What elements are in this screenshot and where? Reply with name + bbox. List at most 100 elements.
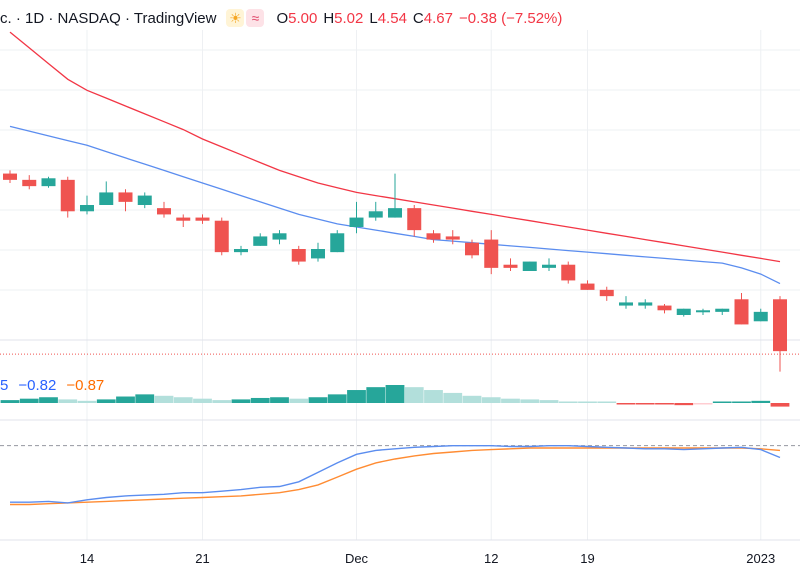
- candle: [330, 230, 345, 253]
- candle: [41, 176, 56, 188]
- candle: [484, 230, 499, 275]
- candle: [522, 261, 537, 271]
- macd-histogram-bar: [289, 398, 309, 403]
- sun-cloud-icon[interactable]: ☀: [226, 9, 245, 27]
- macd-histogram-bar: [385, 385, 405, 403]
- candle: [22, 175, 37, 190]
- macd-histogram-bar: [308, 397, 328, 403]
- macd-histogram-bar: [39, 397, 58, 403]
- macd-histogram-bar: [404, 387, 424, 403]
- close-value: 4.67: [423, 9, 453, 27]
- signal-line: [10, 447, 781, 506]
- macd-value: −0.82: [18, 377, 57, 394]
- candle: [349, 201, 364, 234]
- wave-icon[interactable]: ≈: [246, 9, 265, 27]
- candle-body: [561, 264, 576, 281]
- candle: [311, 242, 325, 262]
- candle: [638, 299, 653, 309]
- candle-body: [522, 261, 537, 271]
- candle-body: [676, 308, 691, 315]
- macd-histogram-bar: [96, 399, 116, 403]
- candle-body: [599, 289, 614, 297]
- macd-histogram-bar: [635, 403, 655, 405]
- candle-body: [41, 178, 56, 187]
- candle-body: [734, 299, 749, 325]
- candle: [580, 280, 595, 290]
- candle: [195, 214, 210, 224]
- ohlc-values: O5.00 H5.02 L4.54 C4.67 −0.38 (−7.52%): [276, 9, 563, 27]
- candle: [291, 245, 306, 265]
- candle: [137, 192, 152, 209]
- macd-histogram-bar: [366, 387, 386, 403]
- candle-body: [311, 249, 325, 259]
- grid-lines: [0, 30, 800, 541]
- time-axis-label: 19: [580, 551, 594, 566]
- low-value: 4.54: [377, 9, 407, 27]
- candle-body: [330, 233, 345, 253]
- candle-body: [484, 239, 499, 268]
- macd-pane: [0, 385, 800, 506]
- candle-body: [137, 195, 152, 205]
- candle-body: [445, 236, 460, 240]
- macd-histogram-bar: [674, 403, 694, 406]
- candle: [407, 205, 422, 237]
- macd-histogram-bar: [558, 401, 578, 403]
- symbol-title[interactable]: c. · 1D · NASDAQ · TradingView: [0, 9, 217, 27]
- time-axis: 14 21 Dec 12 19 2023: [80, 551, 775, 566]
- macd-histogram-bar: [712, 401, 732, 403]
- macd-histogram-bar: [154, 395, 174, 403]
- candle-body: [407, 208, 422, 231]
- candle-body: [118, 192, 133, 202]
- candle: [176, 214, 191, 227]
- time-axis-label: 12: [484, 551, 498, 566]
- moving-average-long-line: [9, 31, 781, 263]
- macd-histogram-bar: [616, 403, 636, 405]
- macd-histogram-bar: [424, 390, 443, 403]
- candle-body: [80, 205, 94, 212]
- macd-histogram-bar: [327, 394, 347, 403]
- candle-body: [176, 217, 191, 221]
- macd-histogram-bar: [751, 400, 771, 403]
- time-axis-label: 14: [80, 551, 94, 566]
- candle-body: [368, 211, 383, 218]
- candle-body: [195, 217, 210, 221]
- candle-body: [715, 308, 730, 312]
- candle: [157, 201, 171, 218]
- macd-histogram-bar: [501, 398, 520, 403]
- macd-histogram-bar: [116, 396, 135, 403]
- macd-histogram-bar: [231, 399, 251, 403]
- time-axis-label: Dec: [345, 551, 369, 566]
- high-value: 5.02: [334, 9, 364, 27]
- candle-body: [388, 208, 402, 218]
- signal-value: −0.87: [66, 377, 105, 394]
- candle: [676, 308, 691, 317]
- candle: [657, 304, 672, 314]
- candle: [272, 230, 287, 245]
- candle-body: [272, 233, 287, 240]
- candle: [542, 258, 556, 271]
- symbol-legend: c. · 1D · NASDAQ · TradingView ☀ ≈ O5.00…: [0, 8, 562, 28]
- candle: [214, 217, 229, 256]
- candle: [465, 239, 479, 259]
- candle-body: [22, 179, 37, 187]
- macd-histogram-bar: [77, 400, 97, 403]
- time-axis-label: 2023: [746, 551, 775, 566]
- candle: [734, 293, 749, 325]
- candle: [253, 233, 268, 246]
- candle-body: [214, 220, 229, 253]
- macd-histogram-bar: [578, 401, 597, 403]
- macd-histogram-bar: [58, 399, 78, 403]
- candle-body: [753, 311, 768, 322]
- candle: [80, 195, 94, 215]
- macd-histogram-bar: [19, 398, 39, 403]
- candle: [3, 170, 17, 183]
- macd-histogram-bar: [193, 398, 212, 403]
- candle: [60, 176, 75, 218]
- candle-body: [291, 249, 306, 262]
- macd-histogram-bar: [481, 397, 501, 403]
- macd-histogram-bar: [462, 395, 482, 403]
- macd-histogram-bar: [520, 399, 540, 403]
- candle: [99, 181, 114, 205]
- macd-legend: 5 −0.82 −0.87: [0, 377, 104, 394]
